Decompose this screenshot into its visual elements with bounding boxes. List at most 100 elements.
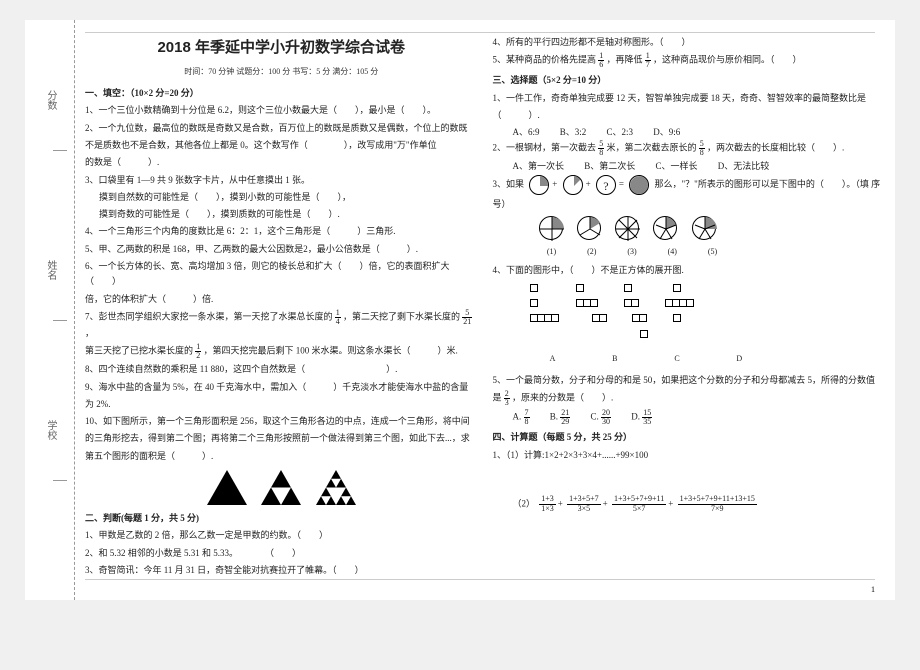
q1-9b: 为 2%.: [85, 397, 478, 412]
q3-3: 3、如果 + + ?= 那么，"？"所表示的图形可以是下图中的（ ）。（填 序: [493, 175, 886, 195]
net-labels: A B C D: [493, 352, 886, 367]
frac-1-2: 12: [195, 343, 201, 360]
q1-4: 4、一个三角形三个内角的度数比是 6：2：1，这个三角形是（ ）三角形.: [85, 224, 478, 239]
page-number: 1: [871, 585, 875, 594]
bind-score-label: 分数: [43, 90, 58, 110]
net-a: [531, 285, 559, 331]
opt-c: C、2:3: [607, 125, 634, 140]
frac-2-3: 23: [504, 390, 510, 407]
opt-c: C、一样长: [656, 159, 698, 174]
frac-5-8: 58: [598, 140, 604, 157]
exam-subtitle: 时间：70 分钟 试题分：100 分 书写：5 分 满分：105 分: [85, 65, 478, 79]
bind-school-label: 学校: [43, 420, 58, 440]
frac-1-6: 16: [598, 52, 604, 69]
pie-1: [539, 216, 563, 240]
q1-3b: 摸到自然数的可能性是（ ），摸到小数的可能性是（ ），: [85, 190, 478, 205]
q3-1b: （ ）.: [493, 108, 886, 123]
q1-3a: 3、口袋里有 1—9 共 9 张数字卡片，从中任意摸出 1 张。: [85, 173, 478, 188]
q3-2: 2、一根钢材，第一次截去 58 米，第二次截去原长的 58 ，两次截去的长度相比…: [493, 140, 886, 157]
q1-2c: 的数是（ ）.: [85, 155, 478, 170]
q3-4: 4、下面的图形中，（ ）不是正方体的展开图.: [493, 263, 886, 278]
section2-header: 二、判断(每题 1 分，共 5 分): [85, 511, 478, 526]
q3-1a: 1、一件工作，奇奇单独完成要 12 天，智智单独完成要 18 天，奇奇、智智效率…: [493, 91, 886, 106]
pie-5: [692, 216, 716, 240]
triangle-3: [316, 470, 356, 505]
frac-1-7: 17: [645, 52, 651, 69]
pie-labels: (1) (2) (3) (4) (5): [493, 244, 886, 259]
q2-5: 5、某种商品的价格先提高 16 ，再降低 17 ，这种商品现价与原价相同。（ ）: [493, 52, 886, 69]
frac-5-8b: 58: [699, 140, 705, 157]
opt-a: A、第一次长: [513, 159, 565, 174]
q4-1: 1、（1）计算:1×2+2×3+3×4+......+99×100: [493, 448, 886, 463]
opt-d: D. 1535: [631, 409, 652, 426]
q1-9a: 9、海水中盐的含量为 5%，在 40 千克海水中，需加入（ ）千克淡水才能使海水…: [85, 380, 478, 395]
longfrac-3: 1+3+5+7+9+115×7: [612, 495, 666, 514]
q1-6b: 倍，它的体积扩大（ ）倍.: [85, 292, 478, 307]
q3-5-options: A. 78 B. 2129 C. 2030 D. 1535: [493, 409, 886, 426]
exam-title: 2018 年季延中学小升初数学综合试卷: [85, 35, 478, 61]
net-c: [625, 285, 648, 346]
q4-2: （2） 1+31×3+ 1+3+5+73×5+ 1+3+5+7+9+115×7+…: [493, 495, 886, 514]
q2-4: 4、所有的平行四边形都不是轴对称图形。（ ）: [493, 35, 886, 50]
q1-10c: 第五个图形的面积是（ ）.: [85, 449, 478, 464]
top-rule: [85, 32, 875, 33]
bind-line: [53, 320, 67, 321]
frac-5-21: 521: [462, 309, 472, 326]
frac-1-4: 14: [335, 309, 341, 326]
triangle-2: [261, 470, 301, 505]
opt-a: A. 78: [513, 409, 530, 426]
net-figures: [493, 285, 886, 346]
q1-7a: 7、彭世杰同学组织大家挖一条水渠，第一天挖了水渠总长度的: [85, 312, 333, 322]
pie-options: [493, 216, 886, 240]
section3-header: 三、选择题（5×2 分=10 分）: [493, 73, 886, 88]
pie-2: [577, 216, 601, 240]
q3-3c: 号）: [493, 197, 886, 212]
circle-icon: [563, 175, 583, 195]
longfrac-1: 1+31×3: [539, 495, 556, 514]
opt-c: C. 2030: [591, 409, 612, 426]
q1-7line2: 第三天挖了已挖水渠长度的 12 ，第四天挖完最后剩下 100 米水渠。则这条水渠…: [85, 343, 478, 360]
q3-2-options: A、第一次长 B、第二次长 C、一样长 D、无法比较: [493, 159, 886, 174]
circle-icon: [629, 175, 649, 195]
q1-8: 8、四个连续自然数的乘积是 11 880，这四个自然数是（ ）.: [85, 362, 478, 377]
q1-7e: ，第四天挖完最后剩下 100 米水渠。则这条水渠长（ ）米.: [204, 346, 458, 356]
binding-margin: 分数 姓名 学校: [25, 20, 75, 600]
opt-a: A、6:9: [513, 125, 540, 140]
bottom-rule: [85, 579, 875, 580]
opt-d: D、9:6: [653, 125, 680, 140]
pie-3: [615, 216, 639, 240]
q3-5a: 5、一个最简分数，分子和分母的和是 50，如果把这个分数的分子和分母都减去 5，…: [493, 373, 886, 388]
net-b: [577, 285, 607, 331]
q1-2b: 不是质数也不是合数，其他各位上都是 0。这个数写作（ ），改写成用"万"作单位: [85, 138, 478, 153]
q1-10b: 的三角形挖去，得到第二个图；再将第二个三角形按照前一个做法得到第三个图，如此下去…: [85, 431, 478, 446]
q1-7line1: 7、彭世杰同学组织大家挖一条水渠，第一天挖了水渠总长度的 14 ，第二天挖了剩下…: [85, 309, 478, 341]
opt-b: B、第二次长: [584, 159, 635, 174]
bind-name-label: 姓名: [43, 260, 58, 280]
q1-5: 5、甲、乙两数的积是 168，甲、乙两数的最大公因数是2，最小公倍数是（ ）.: [85, 242, 478, 257]
triangle-1: [207, 470, 247, 505]
right-column: 4、所有的平行四边形都不是轴对称图形。（ ） 5、某种商品的价格先提高 16 ，…: [493, 35, 886, 585]
opt-d: D、无法比较: [718, 159, 770, 174]
triangle-figures: [85, 470, 478, 505]
bind-line: [53, 480, 67, 481]
q1-7b: ，第二天挖了剩下水渠长度的: [343, 312, 460, 322]
q1-3c: 摸到奇数的可能性是（ ），摸到质数的可能性是（ ）.: [85, 207, 478, 222]
q1-1: 1、一个三位小数精确到十分位是 6.2，则这个三位小数最大是（ ），最小是（ ）…: [85, 103, 478, 118]
q2-3: 3、奇智简讯：今年 11 月 31 日，奇智全能对抗赛拉开了帷幕。（ ）: [85, 563, 478, 578]
q3-5b: 是 23 ，原来的分数是（ ）.: [493, 390, 886, 407]
opt-b: B、3:2: [560, 125, 587, 140]
net-d: [666, 285, 694, 331]
exam-page: 分数 姓名 学校 2018 年季延中学小升初数学综合试卷 时间：70 分钟 试题…: [25, 20, 895, 600]
q2-1: 1、甲数是乙数的 2 倍，那么乙数一定是甲数的约数。（ ）: [85, 528, 478, 543]
bind-line: [53, 150, 67, 151]
content-area: 2018 年季延中学小升初数学综合试卷 时间：70 分钟 试题分：100 分 书…: [75, 20, 895, 600]
q1-7d: 第三天挖了已挖水渠长度的: [85, 346, 193, 356]
longfrac-2: 1+3+5+73×5: [567, 495, 601, 514]
q3-1-options: A、6:9 B、3:2 C、2:3 D、9:6: [493, 125, 886, 140]
section1-header: 一、填空：（10×2 分=20 分）: [85, 86, 478, 101]
circle-icon: [529, 175, 549, 195]
opt-b: B. 2129: [550, 409, 571, 426]
left-column: 2018 年季延中学小升初数学综合试卷 时间：70 分钟 试题分：100 分 书…: [85, 35, 478, 585]
q1-6a: 6、一个长方体的长、宽、高均增加 3 倍，则它的棱长总和扩大（ ）倍，它的表面积…: [85, 259, 478, 290]
q1-7c: ，: [85, 328, 94, 338]
